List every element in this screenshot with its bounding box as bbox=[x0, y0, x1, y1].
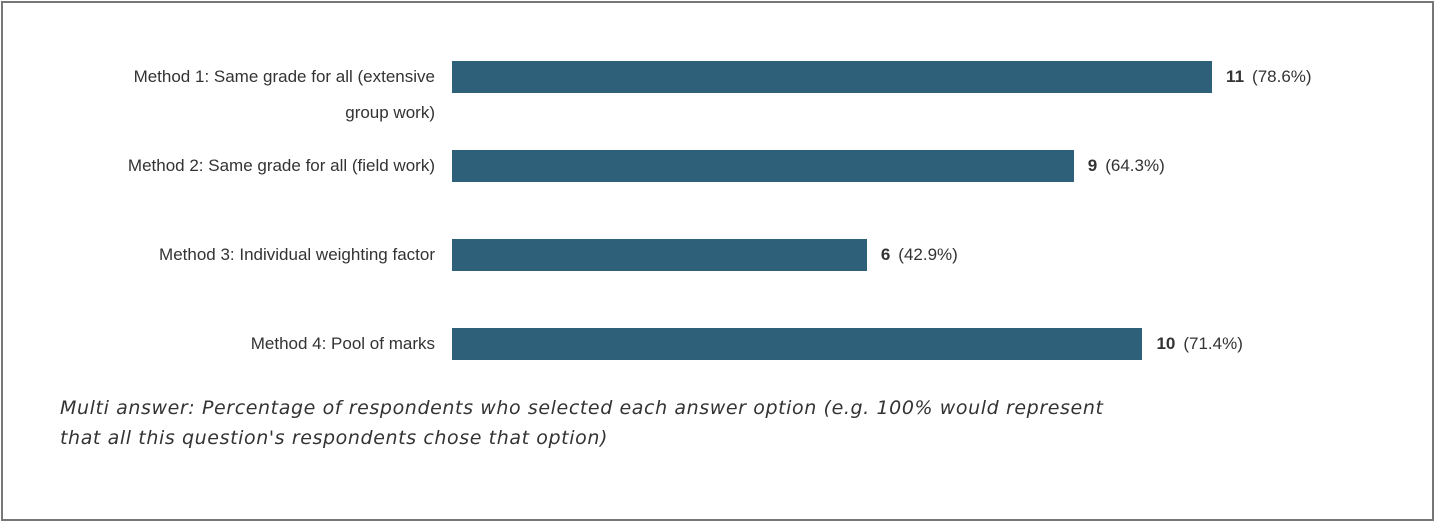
count-label: 11 bbox=[1226, 67, 1245, 86]
percent-label: (42.9%) bbox=[898, 245, 958, 264]
category-label: Method 4: Pool of marks bbox=[250, 334, 435, 353]
percent-label: (64.3%) bbox=[1105, 156, 1165, 175]
bar bbox=[452, 61, 1213, 93]
bar bbox=[452, 328, 1143, 360]
category-label: Method 2: Same grade for all (field work… bbox=[127, 156, 435, 175]
value-label: 10 (71.4%) bbox=[1156, 328, 1242, 360]
chart: Method 1: Same grade for all (extensive … bbox=[127, 61, 1312, 360]
count-label: 9 bbox=[1087, 156, 1098, 175]
bar bbox=[452, 150, 1074, 182]
bar bbox=[452, 239, 867, 271]
value-label: 6 (42.9%) bbox=[881, 239, 958, 271]
percent-label: (78.6%) bbox=[1252, 67, 1312, 86]
chart-note: Multi answer: Percentage of respondents … bbox=[60, 397, 1104, 449]
count-label: 10 bbox=[1156, 334, 1176, 353]
percent-label: (71.4%) bbox=[1183, 334, 1243, 353]
value-label: 11 (78.6%) bbox=[1226, 61, 1312, 93]
category-label: Method 3: Individual weighting factor bbox=[159, 245, 435, 264]
value-label: 9 (64.3%) bbox=[1088, 150, 1165, 182]
count-label: 6 bbox=[880, 245, 891, 264]
category-label: Method 1: Same grade for all (extensive … bbox=[133, 67, 435, 122]
